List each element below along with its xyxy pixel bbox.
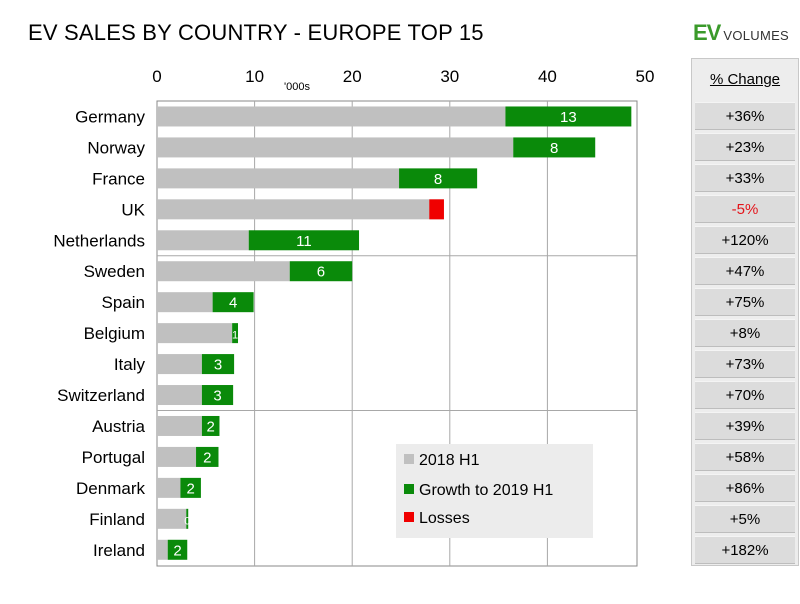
x-tick-label-30: 30	[440, 67, 459, 86]
pct-change-ireland: +182%	[695, 535, 795, 564]
bar-growth-italy	[201, 354, 235, 375]
legend-label-2018-h1: 2018 H1	[419, 452, 480, 469]
data-label-growth-switzerland: 3	[213, 388, 221, 405]
chart-title: EV SALES BY COUNTRY - EUROPE TOP 15	[28, 20, 484, 45]
data-label-growth-spain: 4	[229, 295, 237, 312]
data-label-growth-denmark: 2	[187, 480, 195, 497]
pct-change-uk: -5%	[695, 195, 795, 224]
ev-volumes-logo: EV VOLUMES	[693, 20, 789, 46]
pct-change-france: +33%	[695, 164, 795, 193]
x-tick-label-0: 0	[152, 67, 161, 86]
x-tick-label-20: 20	[343, 67, 362, 86]
data-label-growth-italy: 3	[214, 357, 222, 374]
bar-losses-uk	[429, 199, 444, 220]
data-label-growth-portugal: 2	[203, 449, 211, 466]
x-tick-label-40: 40	[538, 67, 557, 86]
bar-growth-switzerland	[201, 385, 234, 406]
bar-2018-h1-france	[157, 168, 400, 189]
bar-2018-h1-italy	[157, 354, 202, 375]
category-label-austria: Austria	[92, 417, 145, 436]
bar-growth-belgium	[232, 323, 239, 344]
legend-item-2018-h1: 2018 H1	[404, 452, 480, 470]
bar-2018-h1-sweden	[157, 261, 290, 282]
data-label-growth-ireland: 2	[173, 542, 181, 559]
pct-change-panel: % Change +36% +23% +33% -5% +120% +47% +75% +8%…	[691, 58, 799, 566]
bar-growth-ireland	[167, 539, 188, 560]
category-label-italy: Italy	[114, 355, 146, 374]
category-label-spain: Spain	[102, 293, 145, 312]
bar-2018-h1-norway	[157, 137, 514, 158]
bar-2018-h1-switzerland	[157, 385, 202, 406]
category-label-norway: Norway	[87, 138, 145, 157]
pct-change-belgium: +8%	[695, 319, 795, 348]
bar-2018-h1-finland	[157, 508, 187, 529]
bar-2018-h1-portugal	[157, 446, 197, 467]
category-label-germany: Germany	[75, 107, 145, 126]
data-label-growth-germany: 13	[560, 109, 577, 126]
data-label-growth-france: 8	[434, 171, 442, 188]
pct-change-sweden: +47%	[695, 257, 795, 286]
category-label-denmark: Denmark	[76, 479, 145, 498]
bar-growth-france	[399, 168, 478, 189]
category-label-netherlands: Netherlands	[53, 231, 145, 250]
bar-2018-h1-netherlands	[157, 230, 249, 251]
legend-label-growth: Growth to 2019 H1	[419, 482, 554, 499]
legend-item-losses: Losses	[404, 510, 470, 528]
pct-change-germany: +36%	[695, 102, 795, 131]
bar-2018-h1-uk	[157, 199, 444, 220]
category-label-switzerland: Switzerland	[57, 386, 145, 405]
category-label-sweden: Sweden	[84, 262, 145, 281]
pct-change-switzerland: +70%	[695, 381, 795, 410]
logo-volumes-text: VOLUMES	[723, 28, 790, 43]
pct-change-norway: +23%	[695, 133, 795, 162]
bar-2018-h1-germany	[157, 106, 506, 127]
bar-growth-sweden	[289, 261, 353, 282]
category-label-uk: UK	[121, 200, 145, 219]
pct-change-header: % Change	[709, 71, 781, 88]
bar-growth-norway	[513, 137, 596, 158]
bar-growth-germany	[505, 106, 632, 127]
bar-2018-h1-spain	[157, 292, 213, 313]
legend-swatch-growth	[404, 484, 414, 494]
pct-change-italy: +73%	[695, 350, 795, 379]
bar-2018-h1-austria	[157, 415, 202, 436]
bar-2018-h1-belgium	[157, 323, 233, 344]
pct-change-austria: +39%	[695, 411, 795, 440]
category-label-finland: Finland	[89, 510, 145, 529]
x-tick-label-10: 10	[245, 67, 264, 86]
pct-change-spain: +75%	[695, 288, 795, 317]
data-label-growth-sweden: 6	[317, 264, 325, 281]
data-label-growth-finland: 0	[184, 515, 190, 527]
x-tick-label-50: 50	[636, 67, 655, 86]
category-label-belgium: Belgium	[84, 324, 145, 343]
data-label-growth-norway: 8	[550, 140, 558, 157]
category-label-france: France	[92, 169, 145, 188]
data-label-growth-austria: 2	[207, 418, 215, 435]
legend-label-losses: Losses	[419, 510, 470, 527]
bar-2018-h1-ireland	[157, 539, 168, 560]
category-label-ireland: Ireland	[93, 541, 145, 560]
bar-2018-h1-denmark	[157, 477, 181, 498]
bar-growth-denmark	[180, 477, 201, 498]
unit-label: '000s	[284, 81, 310, 93]
pct-change-portugal: +58%	[695, 442, 795, 471]
legend-swatch-losses	[404, 512, 414, 522]
pct-change-denmark: +86%	[695, 473, 795, 502]
category-label-portugal: Portugal	[82, 448, 145, 467]
data-label-growth-belgium: 1	[232, 330, 238, 342]
bar-growth-netherlands	[248, 230, 360, 251]
logo-ev-text: EV	[693, 20, 721, 45]
legend-swatch-2018-h1	[404, 454, 414, 464]
bar-growth-portugal	[196, 446, 219, 467]
bar-growth-spain	[212, 292, 254, 313]
data-label-growth-netherlands: 11	[296, 233, 312, 250]
pct-change-netherlands: +120%	[695, 226, 795, 255]
pct-change-finland: +5%	[695, 504, 795, 533]
bar-growth-austria	[201, 415, 220, 436]
legend-item-growth: Growth to 2019 H1	[404, 482, 553, 500]
chart-legend: 2018 H1 Growth to 2019 H1 Losses	[396, 444, 593, 538]
bar-growth-finland	[186, 508, 189, 529]
